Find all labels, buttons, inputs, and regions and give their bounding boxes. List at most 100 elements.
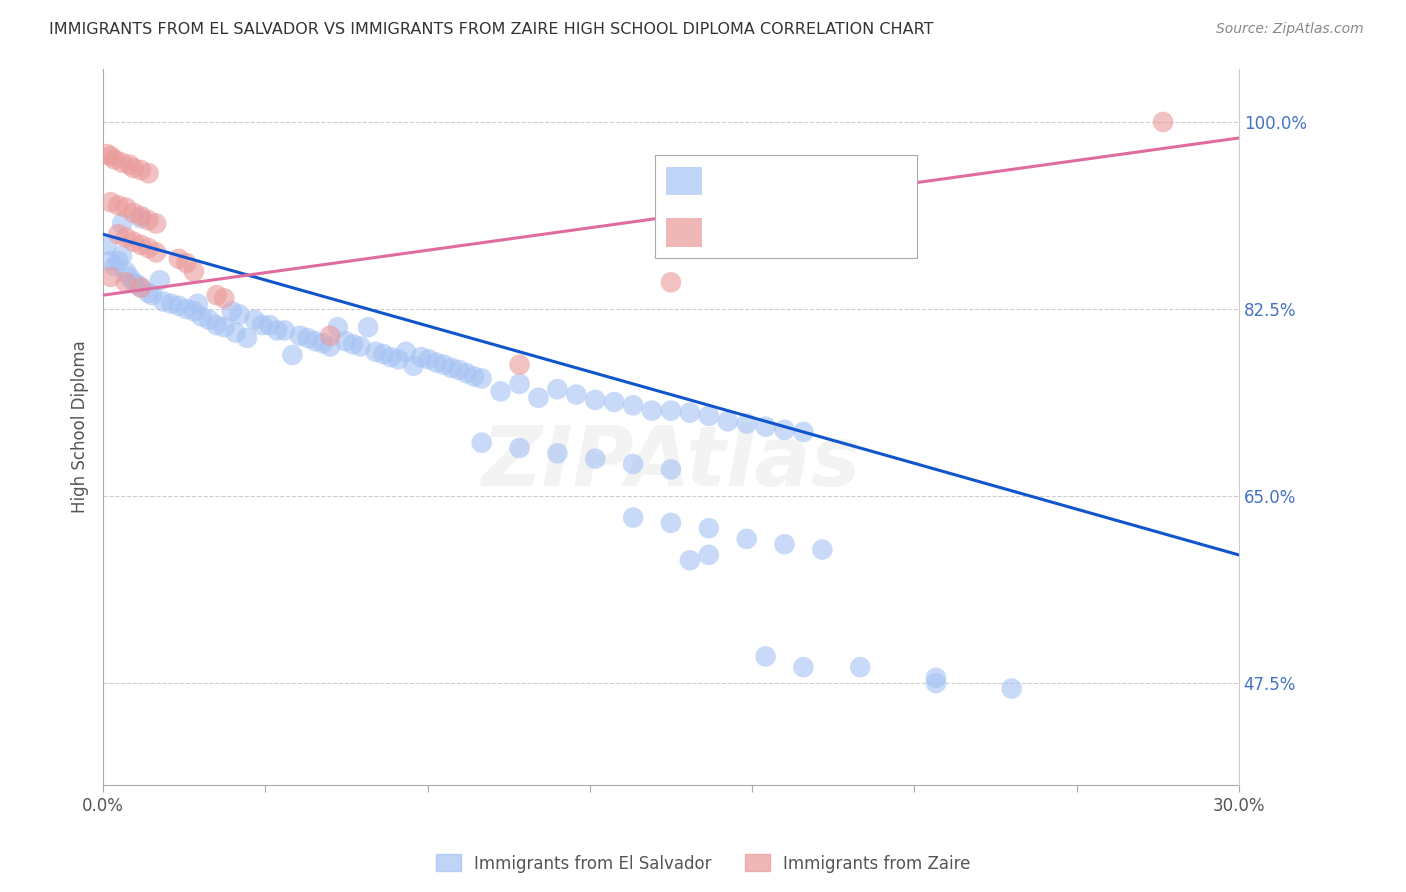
Point (357, 320, 380, 334)
Point (127, 277, 149, 292)
Point (129, 280, 152, 294)
Point (214, 320, 236, 334)
Point (129, 163, 152, 178)
Point (228, 307, 250, 321)
Point (145, 245, 167, 260)
Point (489, 384, 512, 399)
Y-axis label: High School Diploma: High School Diploma (72, 340, 89, 513)
Point (111, 217, 134, 231)
Point (304, 334, 326, 348)
Point (129, 211, 152, 226)
Point (183, 265, 205, 279)
Point (122, 276, 145, 290)
Point (792, 425, 814, 439)
Point (697, 409, 720, 423)
Point (100, 270, 122, 285)
Point (115, 201, 138, 215)
Point (205, 318, 228, 332)
Point (145, 217, 167, 231)
Point (214, 291, 236, 305)
Point (433, 358, 456, 372)
Point (129, 209, 152, 223)
Point (100, 149, 122, 163)
Point (100, 195, 122, 210)
Point (141, 288, 163, 302)
Point (176, 301, 198, 316)
Point (152, 294, 174, 309)
Text: R = -0.623   N = 89: R = -0.623 N = 89 (716, 172, 905, 190)
Point (773, 537, 796, 551)
Point (160, 296, 183, 310)
Point (103, 153, 125, 167)
Point (115, 230, 138, 244)
Point (411, 350, 433, 364)
Point (380, 350, 402, 364)
Point (925, 671, 948, 685)
Point (735, 532, 758, 546)
Point (447, 363, 470, 377)
Point (425, 355, 447, 369)
Point (373, 347, 395, 361)
Point (107, 198, 129, 212)
Point (274, 323, 297, 337)
Point (659, 462, 682, 476)
Point (697, 521, 720, 535)
Point (395, 344, 418, 359)
Point (96, 238, 118, 252)
Point (205, 288, 228, 302)
Point (735, 417, 758, 431)
Point (659, 276, 682, 290)
Point (183, 304, 205, 318)
Point (697, 548, 720, 562)
Point (281, 348, 304, 362)
Point (319, 328, 342, 343)
Point (259, 318, 281, 332)
Point (138, 241, 160, 255)
Point (792, 660, 814, 674)
Point (546, 446, 568, 460)
Point (138, 166, 160, 180)
Point (440, 360, 463, 375)
Point (1152, 115, 1174, 129)
Point (1001, 681, 1024, 696)
Point (527, 391, 550, 405)
Text: R =  0.340   N = 32: R = 0.340 N = 32 (716, 223, 905, 242)
Point (755, 649, 778, 664)
Point (583, 392, 606, 407)
Point (115, 265, 138, 279)
Point (679, 406, 702, 420)
Point (129, 238, 152, 252)
Legend: Immigrants from El Salvador, Immigrants from Zaire: Immigrants from El Salvador, Immigrants … (429, 847, 977, 880)
Point (471, 435, 494, 450)
Point (187, 296, 209, 310)
Point (659, 403, 682, 417)
Point (190, 310, 212, 324)
Point (621, 457, 644, 471)
Point (583, 451, 606, 466)
Point (364, 344, 387, 359)
Point (250, 318, 273, 332)
Point (167, 299, 190, 313)
Point (509, 441, 531, 455)
Point (138, 285, 160, 300)
Point (621, 510, 644, 524)
Point (565, 387, 588, 401)
Point (107, 227, 129, 242)
Point (129, 280, 152, 294)
Point (103, 260, 125, 274)
Point (509, 376, 531, 391)
Point (236, 331, 259, 345)
Point (225, 326, 247, 340)
Point (122, 235, 145, 249)
Point (138, 213, 160, 227)
Point (621, 398, 644, 412)
Point (811, 542, 834, 557)
Point (471, 371, 494, 385)
Point (221, 304, 243, 318)
Point (288, 328, 311, 343)
Point (463, 369, 485, 384)
Point (118, 270, 141, 285)
Point (679, 553, 702, 567)
Point (349, 339, 371, 353)
Point (326, 320, 349, 334)
